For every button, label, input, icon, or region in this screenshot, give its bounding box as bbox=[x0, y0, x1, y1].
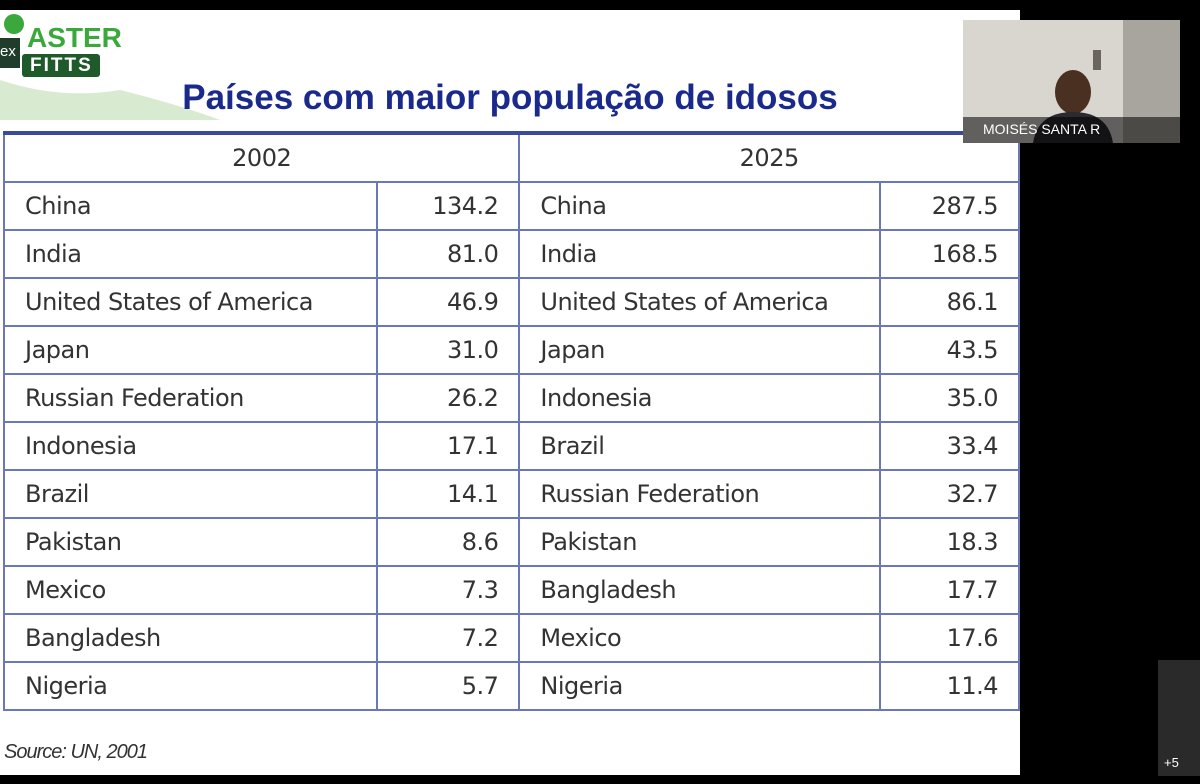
year-header: 2002 bbox=[2, 131, 521, 183]
value-cell: 35.0 bbox=[879, 373, 1020, 423]
logo-badge: ex bbox=[0, 43, 16, 60]
country-cell: Bangladesh bbox=[3, 613, 378, 663]
table-row: Mexico 7.3 Bangladesh 17.7 bbox=[3, 565, 1020, 615]
value-cell: 46.9 bbox=[375, 277, 521, 327]
country-cell: United States of America bbox=[518, 277, 882, 327]
table-row: Brazil 14.1 Russian Federation 32.7 bbox=[3, 469, 1020, 519]
more-participants[interactable]: +5 bbox=[1158, 660, 1200, 776]
participant-name: MOISÉS SANTA R bbox=[983, 121, 1101, 137]
table-row: Bangladesh 7.2 Mexico 17.6 bbox=[3, 613, 1020, 663]
country-cell: China bbox=[3, 181, 378, 231]
table-row: Nigeria 5.7 Nigeria 11.4 bbox=[3, 661, 1020, 711]
country-cell: Russian Federation bbox=[3, 373, 378, 423]
value-cell: 14.1 bbox=[375, 469, 521, 519]
header-row: 2002 2025 bbox=[2, 131, 1020, 183]
value-cell: 26.2 bbox=[375, 373, 521, 423]
country-cell: India bbox=[518, 229, 882, 279]
country-cell: Japan bbox=[3, 325, 378, 375]
logo-art bbox=[0, 14, 220, 120]
country-cell: Japan bbox=[518, 325, 882, 375]
table-row: Russian Federation 26.2 Indonesia 35.0 bbox=[3, 373, 1020, 423]
value-cell: 168.5 bbox=[879, 229, 1020, 279]
value-cell: 7.3 bbox=[375, 565, 521, 615]
value-cell: 18.3 bbox=[879, 517, 1020, 567]
country-cell: China bbox=[518, 181, 882, 231]
value-cell: 17.6 bbox=[879, 613, 1020, 663]
logo-word: ASTER bbox=[27, 22, 122, 53]
country-cell: Indonesia bbox=[518, 373, 882, 423]
country-cell: Mexico bbox=[3, 565, 378, 615]
table-row: United States of America 46.9 United State… bbox=[3, 277, 1020, 327]
country-cell: Mexico bbox=[518, 613, 882, 663]
country-cell: Pakistan bbox=[3, 517, 378, 567]
year-header: 2025 bbox=[518, 131, 1020, 183]
country-cell: Brazil bbox=[3, 469, 378, 519]
data-table: 2002 2025 China 134.2 China 287.5 India 81.0 Ind… bbox=[2, 131, 1020, 711]
value-cell: 17.1 bbox=[375, 421, 521, 471]
value-cell: 43.5 bbox=[879, 325, 1020, 375]
country-cell: Russian Federation bbox=[518, 469, 882, 519]
source-note: Source: UN, 2001 bbox=[4, 741, 148, 763]
country-cell: India bbox=[3, 229, 378, 279]
value-cell: 287.5 bbox=[879, 181, 1020, 231]
country-cell: Bangladesh bbox=[518, 565, 882, 615]
value-cell: 5.7 bbox=[375, 661, 521, 711]
logo-sub: FITTS bbox=[30, 55, 93, 76]
country-cell: United States of America bbox=[3, 277, 378, 327]
value-cell: 7.2 bbox=[375, 613, 521, 663]
country-cell: Pakistan bbox=[518, 517, 882, 567]
table-row: Pakistan 8.6 Pakistan 18.3 bbox=[3, 517, 1020, 567]
slide-title: Países com maior população de idosos bbox=[182, 78, 838, 117]
table-row: India 81.0 India 168.5 bbox=[3, 229, 1020, 279]
country-cell: Nigeria bbox=[3, 661, 378, 711]
country-cell: Nigeria bbox=[518, 661, 882, 711]
participant-video[interactable]: MOISÉS SANTA R bbox=[963, 20, 1180, 143]
value-cell: 86.1 bbox=[879, 277, 1020, 327]
value-cell: 31.0 bbox=[375, 325, 521, 375]
value-cell: 32.7 bbox=[879, 469, 1020, 519]
value-cell: 81.0 bbox=[375, 229, 521, 279]
table-row: China 134.2 China 287.5 bbox=[3, 181, 1020, 231]
value-cell: 8.6 bbox=[375, 517, 521, 567]
value-cell: 33.4 bbox=[879, 421, 1020, 471]
slide: ex ASTER FITTS Países com maior populaçã… bbox=[0, 10, 1020, 775]
country-cell: Brazil bbox=[518, 421, 882, 471]
value-cell: 134.2 bbox=[375, 181, 521, 231]
value-cell: 17.7 bbox=[879, 565, 1020, 615]
table-row: Indonesia 17.1 Brazil 33.4 bbox=[3, 421, 1020, 471]
table-row: Japan 31.0 Japan 43.5 bbox=[3, 325, 1020, 375]
more-count: +5 bbox=[1164, 755, 1179, 770]
country-cell: Indonesia bbox=[3, 421, 378, 471]
value-cell: 11.4 bbox=[879, 661, 1020, 711]
